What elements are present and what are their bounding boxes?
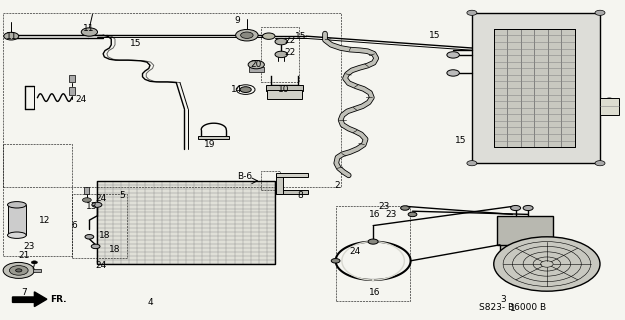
Bar xyxy=(267,90,302,99)
Bar xyxy=(500,224,550,266)
Text: 13: 13 xyxy=(86,202,98,211)
Circle shape xyxy=(241,32,253,38)
Circle shape xyxy=(248,60,264,69)
Bar xyxy=(276,174,282,194)
Circle shape xyxy=(81,28,98,36)
Text: 24: 24 xyxy=(349,247,361,256)
Bar xyxy=(69,87,75,95)
Text: 16: 16 xyxy=(369,210,381,219)
Text: 3: 3 xyxy=(500,295,506,304)
Text: 1: 1 xyxy=(509,304,516,313)
Text: 2: 2 xyxy=(334,181,340,190)
Bar xyxy=(69,75,75,82)
Text: 15: 15 xyxy=(295,32,306,41)
Text: 15: 15 xyxy=(455,136,466,145)
Circle shape xyxy=(85,235,94,239)
Text: 16: 16 xyxy=(369,288,381,297)
Bar xyxy=(3,13,341,187)
Bar xyxy=(600,98,619,115)
Bar xyxy=(336,206,410,301)
Circle shape xyxy=(91,244,100,249)
Text: 18: 18 xyxy=(99,231,110,240)
Bar xyxy=(72,194,127,258)
Text: 12: 12 xyxy=(39,216,51,225)
Text: 11: 11 xyxy=(83,24,94,33)
Circle shape xyxy=(467,10,477,15)
Text: S823- B6000 B: S823- B6000 B xyxy=(479,303,546,312)
Text: 24: 24 xyxy=(75,95,86,104)
Bar xyxy=(198,136,229,139)
Bar xyxy=(84,187,89,194)
Circle shape xyxy=(4,32,19,40)
Text: 15: 15 xyxy=(429,31,440,40)
Text: 24: 24 xyxy=(96,194,107,203)
Text: FR.: FR. xyxy=(50,295,66,304)
Text: 7: 7 xyxy=(21,288,27,297)
Text: 9: 9 xyxy=(234,16,241,25)
Bar xyxy=(276,190,308,194)
Circle shape xyxy=(523,205,533,211)
Circle shape xyxy=(494,237,600,291)
Bar xyxy=(3,144,72,256)
Circle shape xyxy=(3,262,34,278)
Bar xyxy=(33,269,41,272)
Bar xyxy=(494,29,575,147)
Text: 8: 8 xyxy=(297,191,302,200)
Circle shape xyxy=(606,98,613,102)
Text: B-6: B-6 xyxy=(238,172,252,180)
Circle shape xyxy=(467,161,477,166)
Polygon shape xyxy=(12,292,47,307)
Circle shape xyxy=(595,161,605,166)
Circle shape xyxy=(9,266,28,275)
Text: 19: 19 xyxy=(204,140,215,148)
Circle shape xyxy=(331,259,340,263)
Circle shape xyxy=(595,10,605,15)
Ellipse shape xyxy=(8,232,26,238)
Text: 22: 22 xyxy=(284,48,296,57)
Ellipse shape xyxy=(8,202,26,208)
Text: 14: 14 xyxy=(231,85,242,94)
Circle shape xyxy=(275,38,288,45)
Text: 18: 18 xyxy=(109,245,121,254)
Text: 10: 10 xyxy=(278,85,289,94)
Text: 20: 20 xyxy=(250,60,261,68)
Text: 5: 5 xyxy=(119,191,125,200)
Bar xyxy=(266,85,303,91)
Text: 15: 15 xyxy=(130,39,141,48)
Bar xyxy=(249,67,264,72)
Text: 4: 4 xyxy=(148,298,153,307)
Text: 21: 21 xyxy=(18,252,29,260)
Circle shape xyxy=(447,52,459,58)
Circle shape xyxy=(82,198,91,202)
Text: 22: 22 xyxy=(284,36,296,44)
Text: 23: 23 xyxy=(378,202,389,211)
Text: 11: 11 xyxy=(6,32,17,41)
Bar xyxy=(497,216,553,245)
Circle shape xyxy=(31,261,38,264)
Bar xyxy=(472,13,600,163)
Circle shape xyxy=(275,51,288,58)
Circle shape xyxy=(408,212,417,217)
Circle shape xyxy=(16,269,22,272)
Circle shape xyxy=(240,87,251,92)
Circle shape xyxy=(262,33,275,39)
Bar xyxy=(494,29,575,147)
Circle shape xyxy=(368,239,378,244)
Bar xyxy=(97,181,275,264)
Circle shape xyxy=(236,29,258,41)
Bar xyxy=(97,181,275,264)
Text: 23: 23 xyxy=(24,242,35,251)
Bar xyxy=(8,205,26,235)
Circle shape xyxy=(511,205,521,211)
Circle shape xyxy=(92,202,102,207)
Text: 23: 23 xyxy=(386,210,397,219)
Circle shape xyxy=(401,206,409,210)
Circle shape xyxy=(606,110,613,114)
Text: 6: 6 xyxy=(72,221,78,230)
Bar xyxy=(261,171,280,190)
Bar xyxy=(261,27,299,82)
Text: 24: 24 xyxy=(96,261,107,270)
Circle shape xyxy=(447,70,459,76)
Bar xyxy=(276,173,308,177)
